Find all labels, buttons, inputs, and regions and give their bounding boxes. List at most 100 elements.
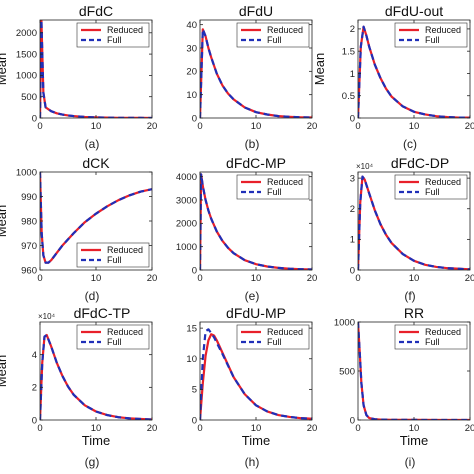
- subplot-title: dFdC-DP: [391, 155, 449, 171]
- y-tick-label: 990: [21, 192, 37, 203]
- y-tick-label: 30: [186, 43, 197, 54]
- x-tick-label: 10: [91, 121, 102, 132]
- series-line-full: [200, 328, 312, 420]
- legend-label-reduced: Reduced: [267, 177, 303, 187]
- legend-label-reduced: Reduced: [107, 25, 143, 35]
- x-tick-label: 0: [355, 273, 360, 284]
- y-tick-label: 500: [339, 366, 355, 377]
- legend-label-full: Full: [107, 337, 122, 347]
- y-tick-label: 0: [192, 265, 197, 276]
- legend-label-reduced: Reduced: [425, 25, 461, 35]
- legend-label-reduced: Reduced: [107, 327, 143, 337]
- subplot-title: dFdU-MP: [226, 305, 286, 321]
- x-axis-label: Time: [82, 433, 110, 448]
- x-tick-label: 0: [197, 121, 202, 132]
- y-tick-label: 1000: [176, 242, 197, 253]
- y-tick-label: 2: [350, 24, 355, 35]
- legend-box: [394, 324, 468, 350]
- y-tick-label: 1000: [16, 167, 37, 178]
- legend-label-full: Full: [425, 337, 440, 347]
- x-tick-label: 10: [91, 273, 102, 284]
- legend-box: [76, 22, 150, 48]
- legend-label-full: Full: [267, 187, 282, 197]
- x-tick-label: 0: [355, 121, 360, 132]
- series-line-full: [358, 322, 470, 420]
- x-tick-label: 20: [307, 423, 318, 434]
- subplot-d: 960 970 980 990 1000 0 10 20 dCK Mean (d) ReducedFu…: [0, 155, 157, 303]
- legend-box: [76, 324, 150, 350]
- y-tick-label: 10: [186, 354, 197, 365]
- subplot-caption: (d): [85, 289, 100, 303]
- subplot-a: 0 500 1000 1500 2000 0 10 20 dFdC Mean (a) ReducedF…: [0, 3, 157, 151]
- x-tick-label: 0: [37, 121, 42, 132]
- x-tick-label: 20: [465, 121, 474, 132]
- legend-box: [236, 22, 310, 48]
- x-tick-label: 0: [37, 423, 42, 434]
- x-axis-label: Time: [242, 433, 270, 448]
- subplot-title: dFdC: [79, 3, 113, 19]
- y-tick-label: 4000: [176, 172, 197, 183]
- y-axis-label: Mean: [0, 205, 9, 238]
- legend-label-reduced: Reduced: [425, 327, 461, 337]
- x-tick-label: 10: [251, 423, 262, 434]
- x-tick-label: 20: [465, 423, 474, 434]
- y-tick-label: 3: [350, 173, 355, 184]
- x-tick-label: 10: [251, 273, 262, 284]
- x-tick-label: 20: [465, 273, 474, 284]
- y-axis-label: Mean: [312, 53, 327, 86]
- y-multiplier: ×10⁴: [356, 162, 374, 171]
- y-multiplier: ×10⁴: [38, 312, 56, 321]
- y-tick-label: 15: [186, 323, 197, 334]
- x-tick-label: 20: [147, 273, 158, 284]
- x-tick-label: 20: [307, 121, 318, 132]
- subplot-title: dFdC-TP: [74, 305, 131, 321]
- subplot-caption: (e): [245, 289, 260, 303]
- series-line-full: [40, 333, 152, 420]
- subplot-title: dFdU-out: [385, 3, 443, 19]
- x-tick-label: 10: [91, 423, 102, 434]
- y-tick-label: 970: [21, 241, 37, 252]
- subplot-caption: (a): [85, 137, 100, 151]
- legend-label-full: Full: [425, 187, 440, 197]
- legend-box: [236, 174, 310, 200]
- y-tick-label: 2: [350, 204, 355, 215]
- legend-box: [236, 324, 310, 350]
- subplot-caption: (f): [404, 289, 415, 303]
- legend-box: [394, 22, 468, 48]
- x-tick-label: 0: [197, 273, 202, 284]
- series-line-full: [200, 28, 312, 118]
- series-line-full: [40, 172, 152, 264]
- y-tick-label: 0: [32, 415, 37, 426]
- y-tick-label: 5: [192, 385, 197, 396]
- y-tick-label: 0: [32, 113, 37, 124]
- legend-box: [76, 242, 150, 268]
- subplot-g: 0 2 4 0 10 20 ×10⁴ dFdC-TP Mean Time (g) ReducedFul…: [0, 305, 157, 469]
- y-tick-label: 2000: [16, 28, 37, 39]
- series-line-full: [358, 175, 470, 270]
- subplot-caption: (c): [403, 137, 417, 151]
- subplot-caption: (i): [405, 455, 416, 469]
- y-tick-label: 10: [186, 90, 197, 101]
- x-tick-label: 10: [409, 121, 420, 132]
- x-tick-label: 20: [147, 121, 158, 132]
- subplot-caption: (g): [85, 455, 100, 469]
- y-tick-label: 4: [32, 350, 37, 361]
- y-tick-label: 1000: [16, 71, 37, 82]
- y-tick-label: 20: [186, 67, 197, 78]
- y-tick-label: 980: [21, 216, 37, 227]
- subplot-title: RR: [404, 305, 424, 321]
- y-tick-label: 3000: [176, 195, 197, 206]
- subplot-title: dFdU: [239, 3, 273, 19]
- legend-label-full: Full: [267, 35, 282, 45]
- y-tick-label: 0: [350, 265, 355, 276]
- subplot-caption: (h): [245, 455, 260, 469]
- y-tick-label: 2: [32, 383, 37, 394]
